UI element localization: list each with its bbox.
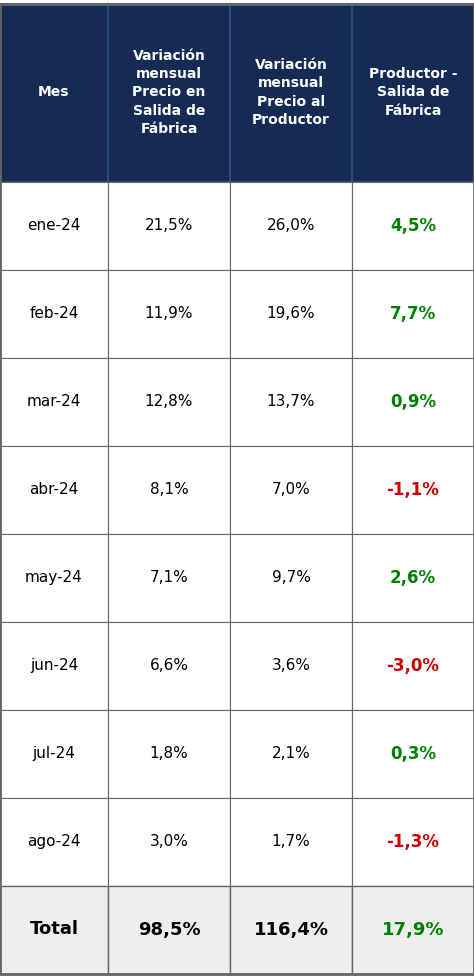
Text: 116,4%: 116,4% — [254, 920, 328, 939]
Bar — [108, 270, 230, 358]
Bar — [230, 797, 352, 885]
Text: 2,1%: 2,1% — [272, 746, 310, 761]
Text: 0,9%: 0,9% — [390, 393, 436, 410]
Text: 7,1%: 7,1% — [150, 570, 188, 585]
Bar — [352, 885, 474, 973]
Bar — [0, 358, 108, 446]
Text: jun-24: jun-24 — [30, 658, 78, 673]
Bar — [108, 621, 230, 709]
Text: 21,5%: 21,5% — [145, 218, 193, 233]
Bar — [108, 533, 230, 621]
Text: 7,7%: 7,7% — [390, 305, 436, 322]
Text: 12,8%: 12,8% — [145, 394, 193, 409]
Text: 3,6%: 3,6% — [272, 658, 310, 673]
Bar — [108, 358, 230, 446]
Bar — [230, 358, 352, 446]
Text: ene-24: ene-24 — [27, 218, 81, 233]
Text: feb-24: feb-24 — [29, 306, 79, 321]
Bar — [0, 621, 108, 709]
Bar — [0, 885, 108, 973]
Text: 0,3%: 0,3% — [390, 744, 436, 762]
Text: -1,1%: -1,1% — [387, 481, 439, 498]
Bar — [352, 358, 474, 446]
Bar — [0, 270, 108, 358]
Bar — [0, 182, 108, 270]
Bar — [352, 4, 474, 182]
Text: 19,6%: 19,6% — [267, 306, 315, 321]
Text: 1,7%: 1,7% — [272, 834, 310, 849]
Text: -3,0%: -3,0% — [386, 657, 439, 674]
Bar — [352, 709, 474, 797]
Bar — [108, 182, 230, 270]
Bar — [230, 270, 352, 358]
Bar — [230, 4, 352, 182]
Text: may-24: may-24 — [25, 570, 83, 585]
Bar — [352, 533, 474, 621]
Text: 3,0%: 3,0% — [150, 834, 189, 849]
Text: 11,9%: 11,9% — [145, 306, 193, 321]
Text: 8,1%: 8,1% — [150, 482, 188, 497]
Bar — [108, 709, 230, 797]
Bar — [352, 270, 474, 358]
Bar — [352, 797, 474, 885]
Bar — [230, 709, 352, 797]
Bar — [230, 182, 352, 270]
Text: 1,8%: 1,8% — [150, 746, 188, 761]
Text: Variación
mensual
Precio en
Salida de
Fábrica: Variación mensual Precio en Salida de Fá… — [132, 49, 206, 137]
Bar — [0, 797, 108, 885]
Text: 17,9%: 17,9% — [382, 920, 444, 939]
Bar — [0, 446, 108, 533]
Text: Mes: Mes — [38, 86, 70, 100]
Bar — [108, 446, 230, 533]
Bar — [108, 885, 230, 973]
Bar — [230, 446, 352, 533]
Text: 4,5%: 4,5% — [390, 217, 436, 234]
Bar — [108, 797, 230, 885]
Bar — [230, 621, 352, 709]
Text: Total: Total — [29, 920, 79, 939]
Bar — [230, 533, 352, 621]
Text: 13,7%: 13,7% — [267, 394, 315, 409]
Bar — [352, 446, 474, 533]
Text: 2,6%: 2,6% — [390, 569, 436, 586]
Text: Variación
mensual
Precio al
Productor: Variación mensual Precio al Productor — [252, 58, 330, 127]
Bar — [230, 885, 352, 973]
Text: 6,6%: 6,6% — [149, 658, 189, 673]
Text: mar-24: mar-24 — [27, 394, 81, 409]
Text: Productor -
Salida de
Fábrica: Productor - Salida de Fábrica — [369, 67, 457, 118]
Text: jul-24: jul-24 — [33, 746, 75, 761]
Text: 26,0%: 26,0% — [267, 218, 315, 233]
Text: 7,0%: 7,0% — [272, 482, 310, 497]
Text: 9,7%: 9,7% — [272, 570, 310, 585]
Text: -1,3%: -1,3% — [386, 832, 439, 851]
Text: abr-24: abr-24 — [29, 482, 79, 497]
Bar — [0, 533, 108, 621]
Bar — [352, 182, 474, 270]
Text: ago-24: ago-24 — [27, 834, 81, 849]
Bar — [0, 709, 108, 797]
Bar — [0, 4, 108, 182]
Bar — [108, 4, 230, 182]
Bar — [352, 621, 474, 709]
Text: 98,5%: 98,5% — [137, 920, 201, 939]
